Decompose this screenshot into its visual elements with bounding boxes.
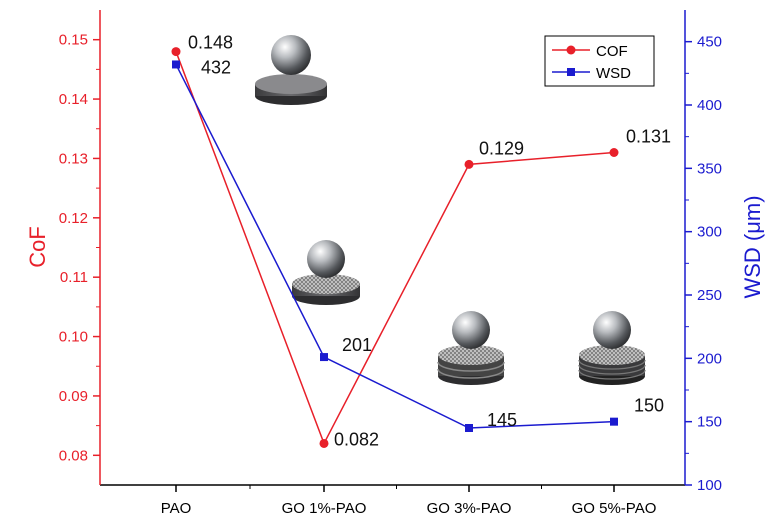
left-tick-label: 0.09 [59,388,88,405]
x-tick-label: GO 3%-PAO [427,500,512,517]
data-point-wsd [465,424,473,432]
data-point-wsd [172,60,180,69]
left-tick-label: 0.15 [59,32,88,49]
legend-cof-label: COF [596,43,628,60]
left-axis-ticks: 0.08 0.09 0.10 0.11 0.12 0.13 0.14 0.15 [59,32,100,464]
right-tick-label: 350 [697,160,722,177]
legend-wsd-marker [567,68,575,76]
ball-on-multilayer-disc-icon [437,311,505,385]
data-point-wsd [320,353,328,362]
right-axis-ticks: 100 150 200 250 300 350 400 450 [685,34,722,494]
right-tick-label: 100 [697,477,722,494]
data-label-cof: 0.082 [334,429,379,449]
steel-ball-on-disc-icon [255,35,327,105]
ball-on-coated-disc-icon [292,240,360,305]
data-label-cof: 0.131 [626,127,671,147]
left-tick-label: 0.08 [59,447,88,464]
series-layer: 0.148 0.082 0.129 0.131 432 201 145 150 [171,33,671,449]
series-line-wsd [175,64,615,429]
right-tick-label: 400 [697,97,722,114]
data-label-cof: 0.148 [188,33,233,53]
right-tick-label: 450 [697,34,722,51]
data-point-cof [319,438,329,448]
left-tick-label: 0.14 [59,91,88,108]
data-point-wsd [610,417,618,426]
data-label-wsd: 145 [487,410,517,430]
right-axis-title: WSD (μm) [740,195,765,298]
left-tick-label: 0.10 [59,329,88,346]
data-point-cof [609,148,619,157]
series-line-cof [175,51,615,446]
x-tick-label: PAO [161,500,192,517]
data-label-cof: 0.129 [479,138,524,158]
left-tick-label: 0.12 [59,210,88,227]
right-tick-label: 200 [697,350,722,367]
data-label-wsd: 201 [342,335,372,355]
right-tick-label: 150 [697,414,722,431]
legend-cof-marker [566,45,576,55]
left-axis-title: CoF [25,226,50,268]
x-axis-ticks: PAO GO 1%-PAO GO 3%-PAO GO 5%-PAO [161,485,657,517]
legend: COF WSD [544,35,655,87]
data-label-wsd: 432 [201,57,231,77]
right-tick-label: 250 [697,287,722,304]
data-label-wsd: 150 [634,396,664,416]
x-tick-label: GO 5%-PAO [572,500,657,517]
x-tick-label: GO 1%-PAO [282,500,367,517]
data-point-cof [171,47,181,57]
legend-wsd-label: WSD [596,65,631,82]
data-point-cof [464,159,474,169]
ball-on-multilayer-disc-icon [578,311,646,385]
right-tick-label: 300 [697,224,722,241]
left-tick-label: 0.11 [60,269,88,286]
left-tick-label: 0.13 [59,150,88,167]
